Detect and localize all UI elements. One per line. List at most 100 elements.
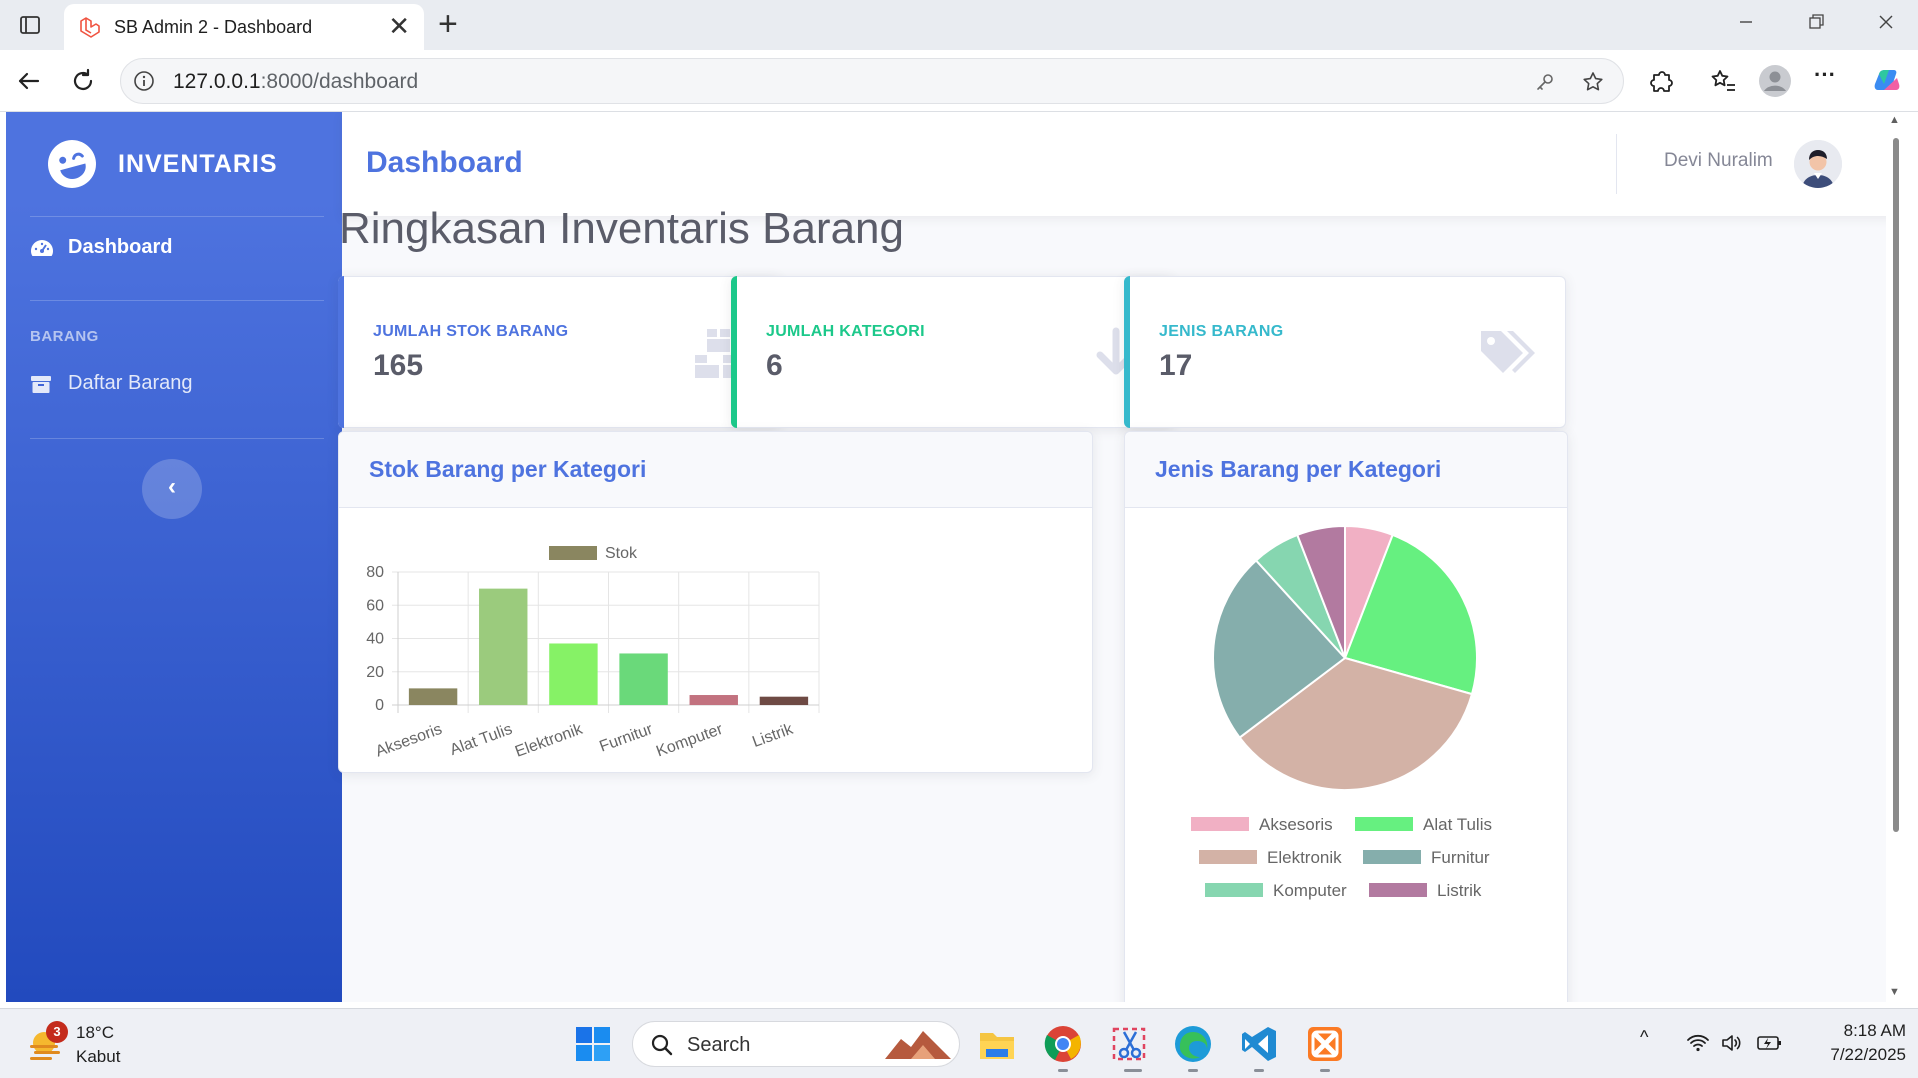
page-scrollbar[interactable]: ▲ ▼: [1886, 112, 1904, 1002]
page-viewport: INVENTARIS Dashboard BARANG Daftar Baran…: [6, 112, 1896, 1002]
file-explorer-icon[interactable]: [976, 1023, 1018, 1065]
sidebar-brand[interactable]: INVENTARIS: [6, 112, 342, 216]
bar-chart[interactable]: Stok 80 60 40 20 0 Aksesoris Alat TulisElektron…: [339, 508, 1094, 773]
legend-label[interactable]: Alat Tulis: [1423, 815, 1492, 834]
avatar[interactable]: [1794, 140, 1842, 188]
pie-slice[interactable]: [1238, 656, 1474, 791]
user-name[interactable]: Devi Nuralim: [1664, 150, 1773, 171]
more-menu-icon[interactable]: ···: [1814, 62, 1836, 87]
legend-label[interactable]: Listrik: [1437, 881, 1482, 900]
legend-label[interactable]: Komputer: [1273, 881, 1347, 900]
favorite-star-icon[interactable]: [1581, 70, 1605, 94]
sidebar-heading: BARANG: [30, 328, 99, 345]
pie-slice[interactable]: [1296, 524, 1346, 659]
sidebar-item-label: Dashboard: [68, 236, 173, 258]
reload-icon[interactable]: [66, 64, 100, 98]
browser-tab-active[interactable]: SB Admin 2 - Dashboard ✕: [64, 4, 424, 50]
scroll-up-icon[interactable]: ▲: [1889, 114, 1900, 126]
browser-toolbar: 127.0.0.1:8000/dashboard ···: [0, 50, 1918, 112]
legend-swatch[interactable]: [1355, 817, 1413, 831]
battery-charging-icon[interactable]: [1756, 1031, 1784, 1055]
wifi-icon[interactable]: [1686, 1031, 1710, 1055]
card-header: Stok Barang per Kategori: [339, 432, 1092, 508]
weather-widget[interactable]: 3 18°C Kabut: [26, 1021, 146, 1069]
site-info-icon[interactable]: [133, 70, 155, 92]
legend-label[interactable]: Furnitur: [1431, 848, 1490, 867]
legend-swatch[interactable]: [1199, 850, 1257, 864]
url-text[interactable]: 127.0.0.1:8000/dashboard: [173, 70, 418, 94]
tray-chevron-up-icon[interactable]: ^: [1640, 1027, 1649, 1047]
chrome-icon[interactable]: [1042, 1023, 1084, 1065]
profile-icon[interactable]: [1758, 64, 1792, 98]
x-tick-label: Aksesoris: [373, 721, 444, 761]
laravel-icon: [80, 17, 100, 38]
box-icon: [31, 376, 51, 393]
pie-chart[interactable]: Aksesoris Alat Tulis Elektronik Furnitur Kom…: [1125, 508, 1569, 1002]
brand-name: INVENTARIS: [118, 150, 278, 178]
extensions-icon[interactable]: [1644, 64, 1678, 98]
browser-tab-bar: SB Admin 2 - Dashboard ✕ +: [0, 0, 1918, 50]
legend-swatch[interactable]: [1363, 850, 1421, 864]
stat-label: JENIS BARANG: [1159, 323, 1284, 340]
clock-date: 7/22/2025: [1830, 1045, 1906, 1064]
scroll-down-icon[interactable]: ▼: [1889, 986, 1900, 998]
stat-card-jenis: JENIS BARANG 17: [1124, 276, 1566, 428]
bar[interactable]: [479, 588, 528, 705]
topbar-divider: [1616, 134, 1617, 194]
topbar: Dashboard Devi Nuralim: [342, 112, 1896, 216]
scrollbar-thumb[interactable]: [1893, 138, 1899, 832]
sidebar-toggle-button[interactable]: ‹: [142, 459, 202, 519]
legend-label[interactable]: Elektronik: [1267, 848, 1342, 867]
running-indicator: [1254, 1069, 1264, 1072]
sidebar-item-daftar-barang[interactable]: Daftar Barang: [30, 364, 324, 404]
pie-chart-card: Jenis Barang per Kategori Aksesoris Alat …: [1124, 431, 1568, 1002]
taskbar-search[interactable]: Search: [632, 1021, 960, 1067]
favorites-icon[interactable]: [1706, 64, 1740, 98]
sidebar-divider: [30, 300, 324, 301]
bar[interactable]: [549, 643, 598, 705]
restore-button[interactable]: [1786, 8, 1846, 42]
bar[interactable]: [689, 695, 738, 705]
close-window-button[interactable]: [1856, 8, 1916, 42]
xampp-icon[interactable]: [1304, 1023, 1346, 1065]
vscode-icon[interactable]: [1238, 1023, 1280, 1065]
x-tick-label: Listrik: [750, 720, 796, 751]
bar[interactable]: [759, 696, 809, 705]
edge-icon[interactable]: [1172, 1023, 1214, 1065]
legend-swatch[interactable]: [1369, 883, 1427, 897]
weather-temp: 18°C: [76, 1023, 114, 1042]
stat-card-kategori: JUMLAH KATEGORI 6: [731, 276, 1173, 428]
bar[interactable]: [619, 653, 668, 705]
tachometer-icon: [31, 240, 53, 256]
pie-slice[interactable]: [1343, 533, 1478, 696]
tab-close-icon[interactable]: ✕: [388, 11, 410, 41]
copilot-icon[interactable]: [1870, 64, 1904, 98]
minimize-button[interactable]: [1716, 8, 1776, 42]
back-icon[interactable]: [12, 64, 46, 98]
pie-slice[interactable]: [1212, 559, 1347, 739]
x-tick-label: Alat Tulis: [448, 721, 515, 759]
key-icon[interactable]: [1533, 70, 1557, 94]
system-clock[interactable]: 8:18 AM 7/22/2025: [1806, 1019, 1906, 1067]
y-tick-label: 60: [366, 597, 384, 614]
stat-value: 165: [373, 349, 424, 382]
legend-swatch[interactable]: [549, 546, 597, 560]
legend-label[interactable]: Stok: [605, 545, 638, 562]
laugh-wink-icon: [48, 140, 96, 188]
legend-swatch[interactable]: [1205, 883, 1263, 897]
address-bar[interactable]: 127.0.0.1:8000/dashboard: [120, 58, 1624, 104]
snipping-tool-icon[interactable]: [1108, 1023, 1150, 1065]
page-title: Dashboard: [366, 146, 523, 179]
volume-icon[interactable]: [1720, 1031, 1744, 1055]
search-highlight-icon: [885, 1031, 951, 1059]
legend-label[interactable]: Aksesoris: [1259, 815, 1333, 834]
search-label: Search: [687, 1034, 751, 1056]
bar[interactable]: [408, 688, 458, 705]
new-tab-button[interactable]: +: [438, 5, 458, 43]
tab-actions-icon[interactable]: [18, 13, 42, 37]
legend-swatch[interactable]: [1191, 817, 1249, 831]
sidebar: INVENTARIS Dashboard BARANG Daftar Baran…: [6, 112, 342, 1002]
sidebar-item-dashboard[interactable]: Dashboard: [30, 228, 324, 268]
sidebar-item-label: Daftar Barang: [68, 372, 193, 394]
windows-start-icon[interactable]: [572, 1023, 614, 1065]
